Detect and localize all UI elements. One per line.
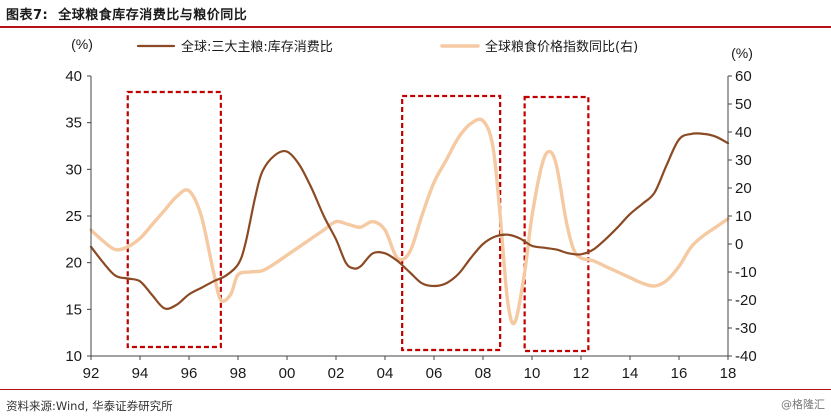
watermark: @格隆汇 xyxy=(781,398,825,411)
x-tick-label: 96 xyxy=(181,365,198,382)
right-tick-label: 40 xyxy=(735,124,752,141)
title-rule xyxy=(0,26,831,28)
x-tick-label: 04 xyxy=(377,365,394,382)
right-unit-label: (%) xyxy=(731,45,753,61)
figure-title-text: 全球粮食库存消费比与粮价同比 xyxy=(58,8,248,23)
right-tick-label: 20 xyxy=(735,180,752,197)
left-tick-label: 30 xyxy=(65,161,82,178)
x-tick-label: 12 xyxy=(573,365,590,382)
right-tick-label: 50 xyxy=(735,96,752,113)
x-tick-label: 00 xyxy=(279,365,296,382)
x-tick-label: 18 xyxy=(720,365,737,382)
left-tick-label: 15 xyxy=(65,301,82,318)
x-tick-label: 94 xyxy=(132,365,149,382)
right-tick-label: 10 xyxy=(735,208,752,225)
legend-price-yoy-label: 全球粮食价格指数同比(右) xyxy=(485,39,638,55)
x-tick-label: 06 xyxy=(426,365,443,382)
right-tick-label: -30 xyxy=(735,320,757,337)
left-tick-label: 40 xyxy=(65,68,82,85)
highlight-box xyxy=(401,94,502,352)
stock-to-use-ratio-line xyxy=(89,132,730,310)
highlight-box xyxy=(523,95,590,353)
left-tick-label: 10 xyxy=(65,348,82,365)
right-tick-label: 0 xyxy=(735,236,743,253)
x-tick-label: 08 xyxy=(475,365,492,382)
x-tick-label: 92 xyxy=(83,365,100,382)
left-tick-label: 25 xyxy=(65,208,82,225)
x-tick-label: 10 xyxy=(524,365,541,382)
bottom-rule xyxy=(0,389,831,390)
right-tick-label: -10 xyxy=(735,264,757,281)
figure-label: 图表7: xyxy=(6,8,49,23)
right-tick-label: 30 xyxy=(735,152,752,169)
figure-title: 图表7: 全球粮食库存消费比与粮价同比 xyxy=(6,4,247,23)
x-tick-label: 14 xyxy=(622,365,639,382)
grain-price-yoy-line xyxy=(89,117,730,326)
x-tick-label: 02 xyxy=(328,365,345,382)
x-tick-label: 98 xyxy=(230,365,247,382)
left-tick-label: 20 xyxy=(65,255,82,272)
source-note: 资料来源:Wind, 华泰证券研究所 xyxy=(6,399,173,413)
legend-stock-ratio-label: 全球:三大主粮:库存消费比 xyxy=(181,39,333,55)
highlight-box xyxy=(126,90,222,349)
left-tick-label: 35 xyxy=(65,115,82,132)
right-tick-label: -40 xyxy=(735,348,757,365)
x-tick-label: 16 xyxy=(671,365,688,382)
right-tick-label: 60 xyxy=(735,68,752,85)
left-unit-label: (%) xyxy=(71,36,93,52)
right-tick-label: -20 xyxy=(735,292,757,309)
